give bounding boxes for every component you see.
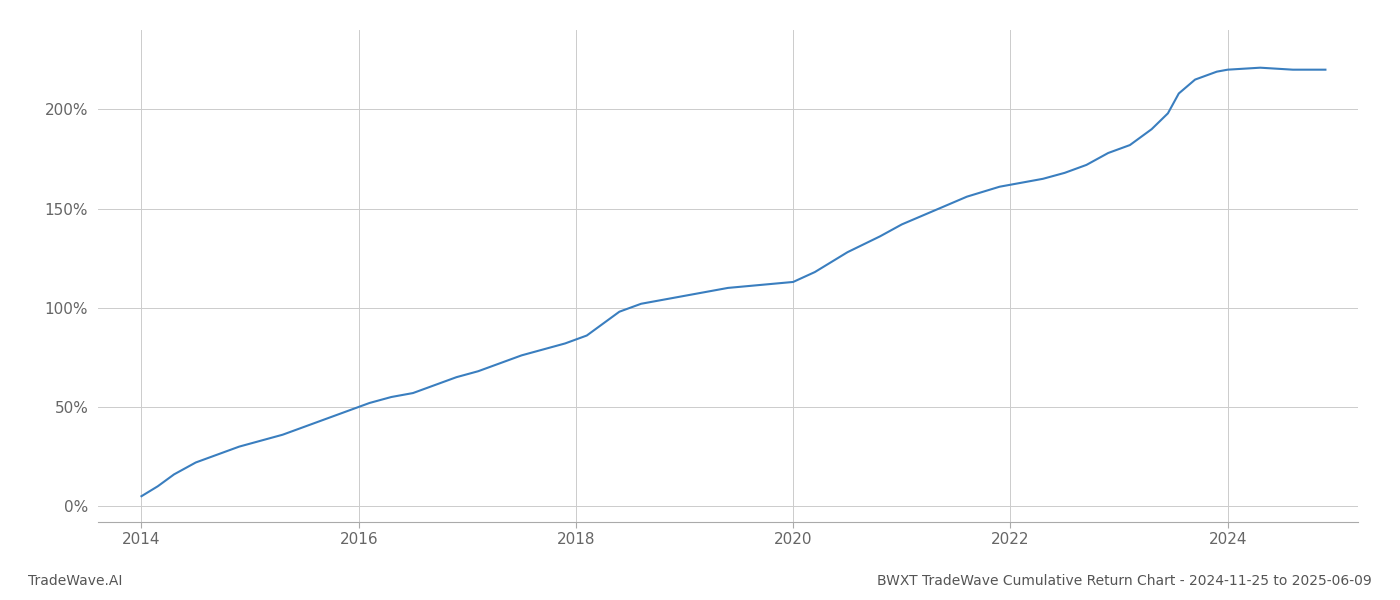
Text: BWXT TradeWave Cumulative Return Chart - 2024-11-25 to 2025-06-09: BWXT TradeWave Cumulative Return Chart -…	[878, 574, 1372, 588]
Text: TradeWave.AI: TradeWave.AI	[28, 574, 122, 588]
